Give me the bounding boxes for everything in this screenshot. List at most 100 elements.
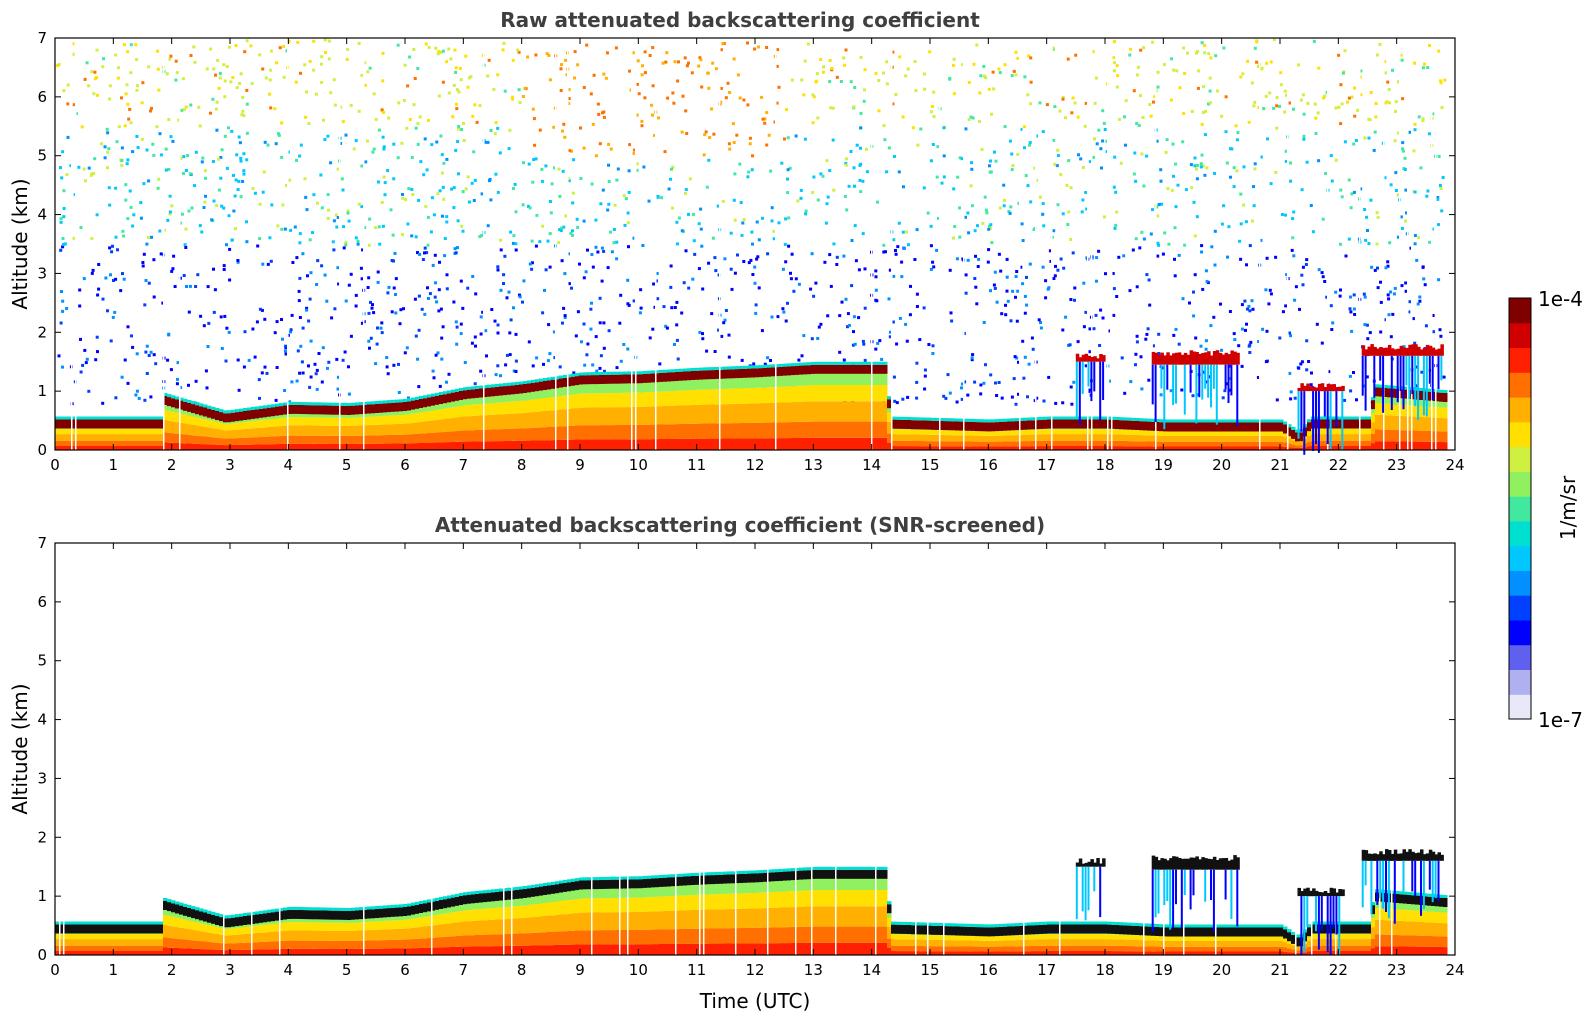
noise-pixel [225, 166, 229, 170]
noise-pixel [290, 313, 294, 317]
layer-cell [143, 440, 148, 446]
layer-cell [1315, 434, 1320, 441]
layer-top-edge [451, 392, 456, 402]
layer-cell [291, 443, 296, 450]
layer-top-fringe [1171, 419, 1176, 423]
layer-cell [579, 439, 584, 450]
layer-cell [1067, 446, 1072, 450]
noise-pixel [626, 347, 630, 351]
noise-pixel [1116, 74, 1120, 78]
noise-pixel [643, 96, 647, 100]
noise-pixel [739, 201, 743, 204]
noise-pixel [757, 45, 760, 49]
layer-cell [1371, 413, 1376, 423]
noise-pixel [1220, 348, 1223, 352]
noise-pixel [308, 297, 312, 301]
layer-cell [359, 417, 364, 426]
layer-top-edge [895, 419, 900, 429]
layer-cell [319, 443, 324, 450]
layer-cell [595, 439, 600, 450]
layer-cell [783, 422, 788, 439]
layer-top-fringe [711, 367, 716, 371]
noise-pixel [514, 359, 518, 363]
layer-cell [1223, 446, 1228, 450]
layer-cell [151, 428, 156, 435]
layer-top-fringe [1351, 416, 1356, 420]
noise-pixel [747, 261, 751, 265]
noise-pixel [412, 48, 416, 51]
noise-pixel [1181, 297, 1185, 301]
layer-top-fringe [1363, 416, 1368, 420]
noise-pixel [281, 337, 284, 341]
noise-pixel [298, 232, 302, 236]
layer-cell [803, 369, 808, 386]
layer-cell [995, 446, 1000, 450]
noise-pixel [1145, 273, 1149, 277]
layer-cell [851, 437, 856, 450]
noise-pixel [799, 188, 803, 192]
layer-top-edge [163, 396, 168, 405]
noise-pixel [135, 135, 139, 138]
noise-pixel [1074, 53, 1078, 57]
noise-pixel [1337, 53, 1341, 57]
noise-pixel [560, 259, 564, 263]
layer-cell [555, 409, 560, 427]
noise-pixel [326, 134, 330, 138]
layer-cell [583, 407, 588, 426]
layer-cell [251, 428, 256, 438]
noise-pixel [166, 358, 170, 362]
layer-cell [155, 440, 160, 446]
noise-pixel [639, 288, 643, 292]
noise-pixel [210, 218, 214, 222]
noise-pixel [966, 258, 970, 262]
noise-pixel [82, 277, 86, 281]
layer-top-fringe [411, 397, 416, 401]
noise-pixel [243, 330, 247, 334]
layer-cell [1215, 446, 1220, 450]
layer-top-fringe [415, 396, 420, 400]
noise-pixel [455, 102, 458, 106]
layer-cell [1063, 434, 1068, 441]
layer-top-edge [383, 403, 388, 413]
noise-pixel [1239, 192, 1243, 196]
layer-cell [1155, 441, 1160, 447]
noise-pixel [61, 299, 65, 303]
noise-pixel [1379, 330, 1383, 334]
noise-pixel [470, 181, 474, 185]
layer-cell [55, 428, 60, 435]
layer-cell [1043, 446, 1048, 450]
noise-pixel [863, 306, 867, 310]
layer-cell [571, 408, 576, 426]
noise-pixel [932, 115, 936, 119]
layer-cell [459, 441, 464, 450]
noise-pixel [1003, 125, 1007, 129]
noise-pixel [761, 216, 764, 220]
layer-cell [1103, 434, 1108, 441]
noise-pixel [1002, 204, 1006, 208]
noise-pixel [1317, 159, 1321, 163]
noise-pixel [935, 248, 939, 252]
layer-cell [1379, 429, 1384, 442]
noise-pixel [179, 386, 183, 389]
noise-pixel [1229, 147, 1232, 151]
noise-pixel [892, 375, 896, 379]
noise-pixel [485, 354, 488, 358]
layer-cell [919, 434, 924, 441]
noise-pixel [704, 130, 708, 134]
layer-cell [423, 411, 428, 422]
noise-pixel [120, 164, 124, 167]
noise-pixel [479, 332, 483, 336]
noise-pixel [821, 174, 825, 178]
layer-top-edge [1167, 422, 1172, 432]
layer-top-fringe [719, 366, 724, 370]
noise-pixel [347, 392, 351, 396]
layer-cell [207, 436, 212, 445]
layer-cell [179, 422, 184, 435]
noise-pixel [953, 225, 957, 228]
noise-pixel [1240, 303, 1244, 307]
noise-pixel [1029, 102, 1033, 106]
layer-cell [375, 424, 380, 436]
noise-pixel [108, 246, 112, 250]
noise-pixel [295, 256, 299, 260]
noise-pixel [845, 208, 849, 212]
